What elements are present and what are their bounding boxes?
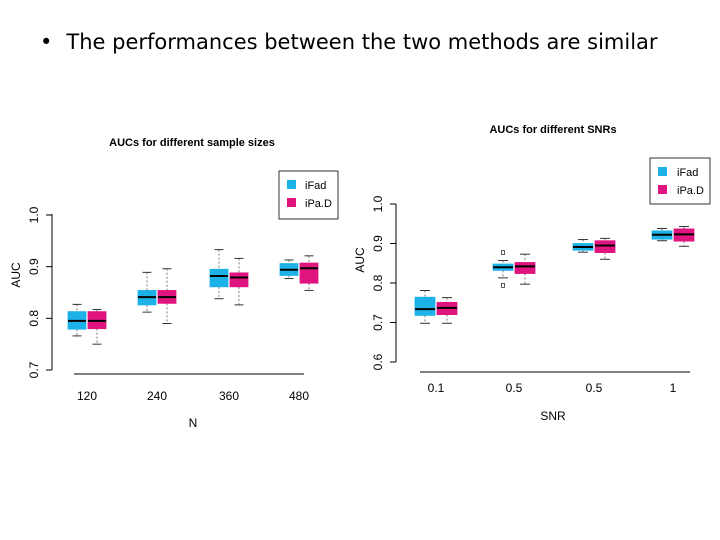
legend-label-ifad: iFad — [305, 180, 326, 192]
boxes — [67, 249, 319, 345]
box-ifad-1 — [492, 250, 514, 288]
legend: iFad iPa.D — [649, 157, 711, 205]
x-axis-label: N — [189, 416, 198, 430]
legend-label-ifad: iFad — [677, 167, 698, 179]
legend-box — [278, 170, 339, 220]
x-tick-label: 0.1 — [428, 381, 445, 395]
heading-text: The performances between the two methods… — [66, 30, 658, 54]
box-ifad-3 — [651, 227, 673, 242]
x-tick-label: 360 — [219, 389, 239, 403]
box-iqr — [414, 296, 436, 316]
y-axis-label: AUC — [353, 247, 367, 273]
legend-label-ipad: iPa.D — [677, 185, 704, 197]
x-tick-label: 0.5 — [506, 381, 523, 395]
box-ipad-0 — [436, 297, 458, 324]
bullet-icon: • — [40, 30, 53, 54]
legend-swatch-ipad — [287, 198, 296, 207]
box-ipad-2 — [229, 257, 249, 306]
box-ipad-0 — [87, 309, 107, 345]
box-iqr — [229, 272, 249, 288]
box-ifad-3 — [279, 259, 299, 280]
x-tick-label: 480 — [289, 389, 309, 403]
y-ticks: 0.6 0.7 0.8 0.9 1.0 — [371, 195, 396, 370]
x-ticks: 120 240 360 480 — [77, 389, 309, 403]
x-tick-label: 120 — [77, 389, 97, 403]
box-ipad-1 — [514, 253, 536, 285]
legend: iFad iPa.D — [278, 170, 339, 220]
chart-title: AUCs for different sample sizes — [109, 137, 275, 149]
y-tick-label: 0.8 — [371, 274, 385, 291]
legend-swatch-ipad — [658, 185, 667, 194]
outlier-point — [501, 282, 505, 288]
box-ifad-2 — [572, 239, 594, 253]
box-ipad-1 — [157, 268, 177, 324]
y-tick-label: 0.6 — [371, 353, 385, 370]
legend-swatch-ifad — [287, 180, 296, 189]
box-ipad-2 — [594, 237, 616, 260]
outlier-point — [501, 250, 505, 255]
y-tick-label: 0.9 — [371, 235, 385, 252]
legend-label-ipad: iPa.D — [305, 198, 332, 210]
y-tick-label: 0.8 — [27, 310, 41, 327]
y-tick-label: 0.7 — [27, 361, 41, 378]
box-iqr — [209, 268, 229, 288]
box-ifad-2 — [209, 249, 229, 300]
box-ipad-3 — [673, 226, 695, 247]
legend-swatch-ifad — [658, 167, 667, 176]
x-tick-label: 1 — [670, 381, 677, 395]
y-tick-label: 0.9 — [27, 258, 41, 275]
y-tick-label: 0.7 — [371, 314, 385, 331]
chart-snrs: AUCs for different SNRs 0.60.70.80.91.0 … — [353, 124, 711, 423]
chart-title: AUCs for different SNRs — [489, 124, 616, 136]
chart-sample-sizes: AUCs for different sample sizes 0.70.80.… — [9, 137, 339, 430]
x-tick-label: 0.5 — [586, 381, 603, 395]
x-ticks: 0.1 0.5 0.5 1 — [428, 381, 677, 395]
x-tick-label: 240 — [147, 389, 167, 403]
box-iqr — [514, 262, 536, 274]
box-ifad-0 — [414, 290, 436, 324]
slide-heading: • The performances between the two method… — [40, 30, 658, 54]
box-iqr — [594, 240, 616, 253]
y-tick-label: 1.0 — [27, 206, 41, 223]
x-axis-label: SNR — [540, 409, 566, 423]
box-ipad-3 — [299, 255, 319, 291]
boxes — [414, 226, 695, 324]
box-ifad-1 — [137, 271, 157, 313]
box-ifad-0 — [67, 303, 87, 337]
legend-box — [649, 157, 711, 205]
box-iqr — [299, 262, 319, 284]
y-ticks: 0.7 0.8 0.9 1.0 — [27, 206, 52, 378]
y-axis-label: AUC — [9, 262, 23, 288]
y-tick-label: 1.0 — [371, 195, 385, 212]
